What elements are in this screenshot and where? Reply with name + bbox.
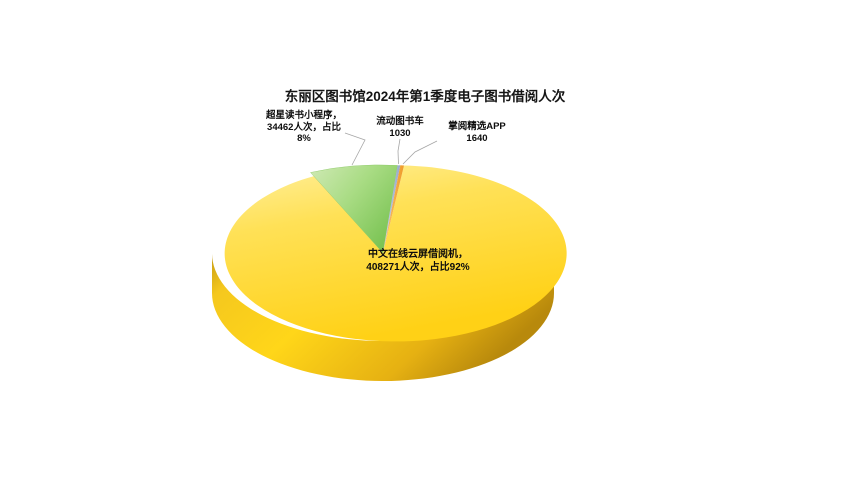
leader-line-zhangyue [402,140,438,165]
chart-title: 东丽区图书馆2024年第1季度电子图书借阅人次 [284,89,566,104]
pie-slice-yunping [224,165,567,342]
pie-slice-mobile-car [383,165,401,253]
slice-label-mobile-car: 流动图书车 1030 [376,116,424,139]
leader-line-chaoxing [344,132,366,166]
pie-3d-side-wall [212,253,554,381]
slice-label-yunping: 中文在线云屏借阅机， 408271人次，占比92% [366,249,470,273]
slice-label-zhangyue: 掌阅精选APP 1640 [448,121,506,144]
pie-slice-zhangyue [383,165,404,253]
leader-line-mobile-car [397,138,401,165]
slice-label-chaoxing: 超星读书小程序， 34462人次，占比 8% [265,110,342,144]
pie-slice-chaoxing [310,164,398,254]
